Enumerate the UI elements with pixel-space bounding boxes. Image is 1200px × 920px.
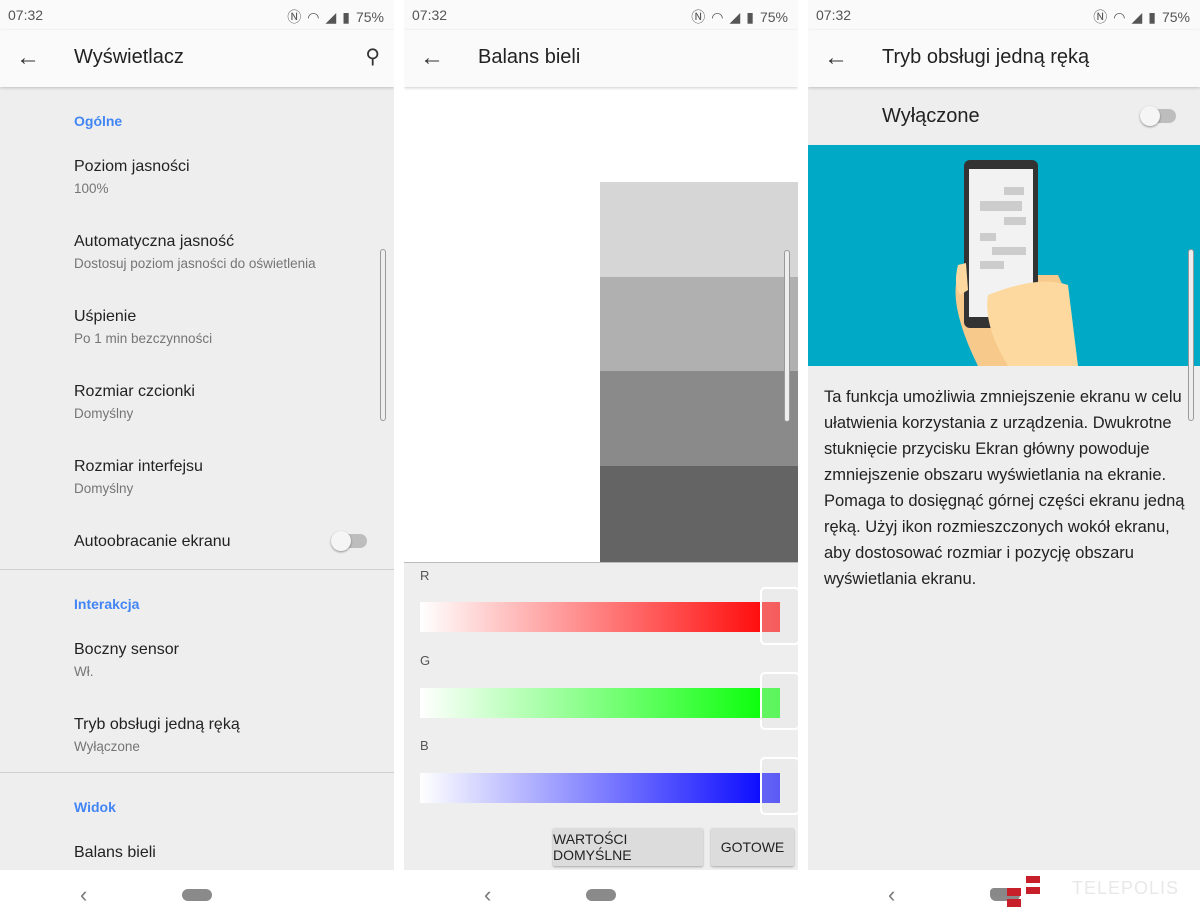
scrollbar[interactable] [784,250,790,422]
setting-side-sense[interactable]: Boczny sensor Wł. [74,641,179,679]
app-bar: ← Wyświetlacz ⚲ [0,30,394,87]
description-text: Ta funkcja umożliwia zmniejszenie ekranu… [824,388,1185,588]
blue-label: B [420,738,429,753]
item-title: Rozmiar czcionki [74,383,195,400]
app-bar: ← Tryb obsługi jedną ręką [808,30,1200,87]
status-bar: 07:32 Ⓝ ◠ ◢ ▮ 75% [0,0,394,30]
item-subtitle: Wł. [74,664,94,679]
wifi-icon: ◠ [711,8,724,25]
setting-white-balance[interactable]: Balans bieli [74,844,156,862]
scrollbar[interactable] [1188,249,1194,421]
green-label: G [420,653,431,668]
wifi-icon: ◠ [1113,8,1126,25]
item-subtitle: Domyślny [74,481,134,496]
item-title: Autoobracanie ekranu [74,533,231,550]
gray-swatch [600,277,798,371]
red-slider-thumb[interactable] [760,587,798,645]
app-bar: ← Balans bieli [404,30,798,87]
clock: 07:32 [412,7,448,23]
one-handed-mode-screen: 07:32 Ⓝ ◠ ◢ ▮ 75% ← Tryb obsługi jedną ręką … [808,0,1200,920]
page-title: Balans bieli [478,46,581,68]
navigation-bar: ‹ [404,870,798,920]
one-handed-toggle[interactable] [1140,106,1176,126]
divider [0,772,394,773]
one-handed-illustration [808,145,1200,366]
nav-back-icon[interactable]: ‹ [484,882,492,907]
gray-swatch [600,371,798,466]
nfc-icon: Ⓝ [691,9,706,25]
item-title: Balans bieli [74,844,156,861]
setting-sleep[interactable]: Uśpienie Po 1 min bezczynności [74,308,212,346]
battery-icon: ▮ [1148,8,1156,25]
defaults-button[interactable]: WARTOŚCI DOMYŚLNE [553,828,703,866]
item-subtitle: Wyłączone [74,739,140,754]
section-view: Widok [74,799,116,815]
green-slider-thumb[interactable] [760,672,798,730]
nav-back-icon[interactable]: ‹ [80,882,88,907]
item-title: Boczny sensor [74,641,179,658]
red-slider[interactable] [420,602,780,632]
gray-swatch [600,182,798,277]
battery-level: 75% [355,9,384,25]
display-settings-screen: 07:32 Ⓝ ◠ ◢ ▮ 75% ← Wyświetlacz ⚲ Ogólne Poz… [0,0,394,920]
item-title: Rozmiar interfejsu [74,458,203,475]
item-subtitle: Domyślny [74,406,134,421]
back-arrow-icon[interactable]: ← [16,44,40,71]
item-title: Automatyczna jasność [74,233,235,250]
battery-icon: ▮ [342,8,350,25]
item-subtitle: 100% [74,181,109,196]
status-bar: 07:32 Ⓝ ◠ ◢ ▮ 75% [808,0,1200,30]
blue-slider[interactable] [420,773,780,803]
battery-icon: ▮ [746,8,754,25]
back-arrow-icon[interactable]: ← [824,44,848,71]
blue-slider-thumb[interactable] [760,757,798,815]
clock: 07:32 [816,7,852,23]
wifi-icon: ◠ [307,8,320,25]
page-title: Wyświetlacz [74,46,184,68]
status-bar: 07:32 Ⓝ ◠ ◢ ▮ 75% [404,0,798,30]
preview-area [404,87,798,562]
battery-level: 75% [1161,9,1190,25]
state-label: Wyłączone [882,105,980,127]
item-subtitle: Dostosuj poziom jasności do oświetlenia [74,256,316,271]
setting-auto-brightness[interactable]: Automatyczna jasność Dostosuj poziom jasn… [74,233,316,271]
white-balance-screen: 07:32 Ⓝ ◠ ◢ ▮ 75% ← Balans bieli R G B WARTO… [404,0,798,920]
red-label: R [420,568,430,583]
nfc-icon: Ⓝ [287,9,302,25]
done-button[interactable]: GOTOWE [711,828,794,866]
divider [404,562,798,563]
back-arrow-icon[interactable]: ← [420,44,444,71]
clock: 07:32 [8,7,44,23]
nav-home-button[interactable] [586,889,616,901]
setting-brightness-level[interactable]: Poziom jasności 100% [74,158,190,196]
setting-auto-rotate[interactable]: Autoobracanie ekranu [74,533,231,551]
signal-icon: ◢ [325,8,337,25]
setting-one-handed-mode[interactable]: Tryb obsługi jedną ręką Wyłączone [74,716,240,754]
section-general: Ogólne [74,113,123,129]
navigation-bar: ‹ [0,870,394,920]
nav-home-button[interactable] [182,889,212,901]
nfc-icon: Ⓝ [1093,9,1108,25]
gray-swatch [600,466,798,562]
nav-back-icon[interactable]: ‹ [888,882,896,907]
setting-font-size[interactable]: Rozmiar czcionki Domyślny [74,383,195,421]
telepolis-watermark-logo: TELEPOLIS [990,868,1190,912]
item-subtitle: Po 1 min bezczynności [74,331,213,346]
hand-holding-phone-icon [955,160,1078,366]
signal-icon: ◢ [729,8,741,25]
setting-display-size[interactable]: Rozmiar interfejsu Domyślny [74,458,203,496]
signal-icon: ◢ [1131,8,1143,25]
scrollbar[interactable] [380,249,386,421]
item-title: Uśpienie [74,308,137,325]
divider [0,569,394,570]
item-title: Tryb obsługi jedną ręką [74,716,240,733]
item-title: Poziom jasności [74,158,190,175]
page-title: Tryb obsługi jedną ręką [882,46,1090,68]
battery-level: 75% [759,9,788,25]
search-icon[interactable]: ⚲ [365,46,380,68]
section-interaction: Interakcja [74,596,140,612]
auto-rotate-toggle[interactable] [331,531,367,551]
green-slider[interactable] [420,688,780,718]
